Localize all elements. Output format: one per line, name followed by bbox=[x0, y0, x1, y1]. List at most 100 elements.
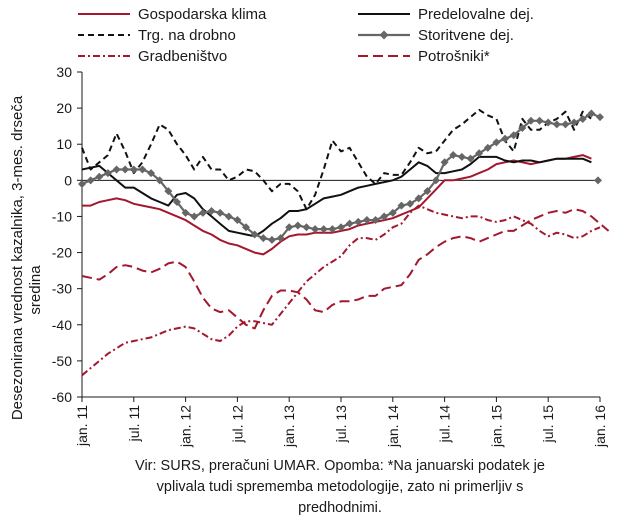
y-axis-ticks: -60 -50 -40 -30 -20 -10 0 10 20 30 bbox=[52, 64, 82, 405]
series-marker-storitvene-dej bbox=[276, 234, 285, 243]
y-axis-label-line2: sredina bbox=[27, 265, 44, 315]
series-marker-storitvene-dej bbox=[414, 194, 423, 203]
series-marker-storitvene-dej bbox=[561, 120, 570, 129]
series-marker-storitvene-dej bbox=[216, 208, 225, 217]
series-marker-storitvene-dej bbox=[293, 221, 302, 230]
series-marker-storitvene-dej bbox=[259, 234, 268, 243]
x-tick-label: jul. 12 bbox=[229, 405, 245, 444]
series-marker-storitvene-dej bbox=[224, 212, 233, 221]
series-marker-storitvene-dej bbox=[302, 223, 311, 232]
series-marker-storitvene-dej bbox=[337, 223, 345, 232]
series-marker-storitvene-dej bbox=[388, 208, 397, 217]
series-marker-storitvene-dej bbox=[233, 216, 242, 225]
y-axis-label-line1: Desezonirana vrednost kazalnika, 3-mes. … bbox=[9, 95, 26, 420]
series-marker-storitvene-dej bbox=[578, 114, 587, 123]
series-marker-storitvene-dej bbox=[406, 199, 415, 208]
series-marker-storitvene-dej bbox=[121, 165, 130, 174]
series-marker-storitvene-dej bbox=[138, 165, 147, 174]
y-tick-label: 0 bbox=[64, 172, 72, 188]
series-line-gospodarska-klima bbox=[82, 154, 592, 256]
y-tick-label: 30 bbox=[56, 64, 72, 80]
series-marker-storitvene-dej bbox=[492, 138, 501, 147]
series-marker-storitvene-dej bbox=[501, 134, 510, 143]
series-marker-storitvene-dej bbox=[466, 154, 475, 163]
legend-label-storitvene-dej: Storitvene dej. bbox=[418, 27, 514, 44]
series-marker-storitvene-dej bbox=[440, 158, 449, 167]
series-marker-storitvene-dej bbox=[155, 176, 164, 185]
series-marker-storitvene-dej bbox=[518, 123, 527, 132]
legend-label-gospodarska-klima: Gospodarska klima bbox=[138, 6, 267, 23]
legend-label-potro-niki: Potrošniki* bbox=[418, 48, 490, 65]
series-marker-storitvene-dej bbox=[95, 172, 104, 181]
series-marker-storitvene-dej bbox=[285, 223, 294, 232]
y-tick-label: -60 bbox=[52, 389, 72, 405]
y-tick-label: -20 bbox=[52, 245, 72, 261]
series-marker-storitvene-dej bbox=[86, 176, 95, 185]
series-marker-storitvene-dej bbox=[198, 208, 207, 217]
x-axis-ticks: jan. 11 jul. 11 jan. 12 jul. 12 jan. 13 jul. … bbox=[74, 397, 608, 448]
series-marker-storitvene-dej bbox=[526, 116, 535, 125]
y-tick-label: -10 bbox=[52, 208, 72, 224]
x-tick-label: jul. 13 bbox=[333, 405, 349, 444]
source-note: Vir: SURS, preračuni UMAR. Opomba: *Na j… bbox=[80, 456, 600, 519]
series-marker-storitvene-dej bbox=[423, 187, 432, 196]
x-tick-label: jan. 11 bbox=[74, 405, 90, 447]
series-marker-storitvene-dej bbox=[190, 212, 199, 221]
legend-label-predelovalne-dej: Predelovalne dej. bbox=[418, 6, 534, 23]
series-marker-storitvene-dej bbox=[129, 165, 138, 174]
series-marker-storitvene-dej bbox=[483, 143, 492, 152]
series-marker-storitvene-dej bbox=[397, 201, 406, 210]
series-marker-storitvene-dej bbox=[311, 225, 320, 234]
x-tick-label: jan. 13 bbox=[281, 405, 297, 448]
series-line-predelovalne-dej bbox=[81, 155, 592, 238]
series-marker-storitvene-dej bbox=[207, 207, 216, 216]
series-marker-storitvene-dej bbox=[267, 235, 276, 244]
source-note-line3: predhodnimi. bbox=[298, 500, 382, 516]
x-tick-label: jul. 11 bbox=[126, 405, 142, 443]
legend-marker-storitvene-dej bbox=[379, 30, 389, 40]
series-marker-storitvene-dej bbox=[250, 230, 259, 239]
series-line-potro-niki bbox=[81, 208, 610, 330]
series-marker-storitvene-dej bbox=[475, 149, 484, 158]
y-tick-label: -30 bbox=[52, 281, 72, 297]
series-marker-storitvene-dej bbox=[147, 169, 156, 178]
series-marker-storitvene-dej bbox=[596, 113, 604, 122]
legend: Gospodarska klima Predelovalne dej. Trg. n… bbox=[78, 6, 534, 65]
series-marker-storitvene-dej bbox=[570, 118, 579, 127]
series-marker-storitvene-dej bbox=[457, 152, 466, 161]
x-tick-label: jan. 16 bbox=[592, 405, 608, 448]
series-marker-storitvene-dej bbox=[354, 217, 363, 226]
plot-area bbox=[78, 72, 610, 398]
series-marker-storitvene-dej bbox=[544, 118, 553, 127]
series-marker-storitvene-dej bbox=[112, 165, 121, 174]
series-marker-extra-point bbox=[594, 176, 602, 185]
y-tick-label: -50 bbox=[52, 353, 72, 369]
x-tick-label: jan. 12 bbox=[178, 405, 194, 448]
series-marker-storitvene-dej bbox=[78, 179, 86, 188]
series-marker-storitvene-dej bbox=[449, 151, 458, 160]
series-marker-storitvene-dej bbox=[172, 198, 181, 206]
line-chart: Gospodarska klima Predelovalne dej. Trg. n… bbox=[9, 6, 610, 448]
series-marker-storitvene-dej bbox=[328, 225, 337, 234]
x-tick-label: jul. 15 bbox=[540, 405, 556, 444]
series-marker-storitvene-dej bbox=[371, 216, 380, 225]
series-marker-storitvene-dej bbox=[319, 225, 328, 234]
legend-label-trg-na-drobno: Trg. na drobno bbox=[138, 27, 236, 44]
y-tick-label: 10 bbox=[56, 136, 72, 152]
series-marker-storitvene-dej bbox=[587, 109, 596, 118]
x-tick-label: jul. 14 bbox=[437, 405, 453, 444]
series-marker-storitvene-dej bbox=[535, 116, 544, 125]
x-tick-label: jan. 15 bbox=[488, 405, 504, 448]
series-marker-storitvene-dej bbox=[362, 216, 371, 225]
series-marker-storitvene-dej bbox=[242, 223, 251, 232]
series-marker-storitvene-dej bbox=[431, 176, 440, 185]
series-marker-storitvene-dej bbox=[509, 131, 518, 140]
series-marker-storitvene-dej bbox=[552, 120, 561, 129]
x-tick-label: jan. 14 bbox=[385, 405, 401, 448]
legend-label-gradbeni-tvo: Gradbeništvo bbox=[138, 48, 227, 65]
series-marker-storitvene-dej bbox=[103, 169, 112, 178]
series-marker-storitvene-dej bbox=[345, 219, 354, 228]
source-note-line2: vplivala tudi sprememba metodologije, za… bbox=[156, 479, 524, 495]
source-note-line1: Vir: SURS, preračuni UMAR. Opomba: *Na j… bbox=[135, 458, 545, 474]
